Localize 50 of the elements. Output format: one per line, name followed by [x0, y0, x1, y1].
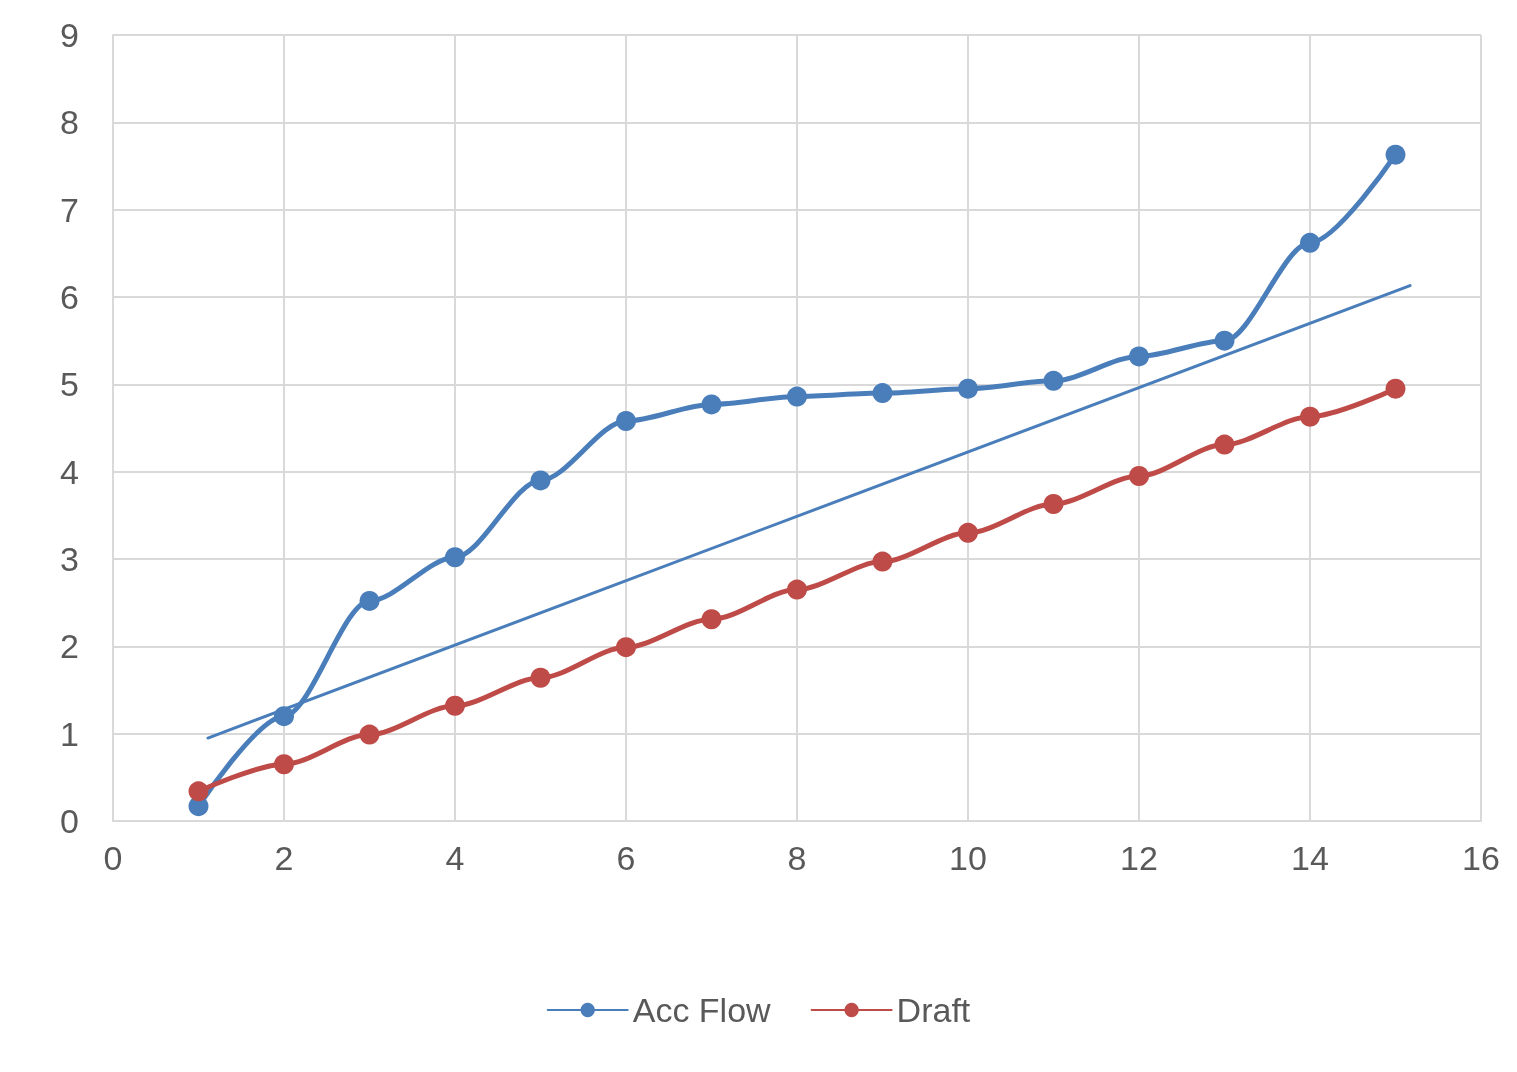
x-tick-label: 14 — [1291, 839, 1329, 877]
point — [701, 609, 722, 630]
legend-label: Acc Flow — [632, 991, 772, 1029]
point — [1385, 378, 1406, 399]
point — [530, 667, 551, 688]
y-tick-label: 3 — [60, 540, 79, 578]
point — [274, 754, 294, 775]
point — [958, 378, 978, 399]
y-tick-label: 9 — [60, 16, 79, 54]
point — [274, 706, 294, 727]
point — [1129, 346, 1149, 367]
x-tick-label: 2 — [274, 839, 294, 877]
y-tick-label: 6 — [60, 278, 79, 316]
y-tick-label: 8 — [60, 103, 79, 142]
x-tick-label: 10 — [949, 839, 987, 877]
point — [1385, 144, 1406, 165]
point — [445, 695, 465, 716]
point — [359, 724, 380, 745]
x-tick-label: 0 — [103, 839, 123, 877]
x-tick-label: 8 — [787, 839, 807, 877]
point — [359, 590, 380, 611]
point — [1043, 493, 1064, 514]
point — [616, 637, 636, 658]
y-tick-label: 4 — [60, 452, 79, 491]
point — [445, 547, 465, 568]
point — [872, 383, 893, 404]
point — [616, 411, 636, 432]
y-tick-label: 2 — [60, 627, 79, 666]
point — [958, 522, 978, 543]
point — [787, 386, 807, 407]
point — [530, 470, 551, 491]
y-tick-label: 1 — [60, 714, 79, 753]
y-tick-label: 0 — [60, 802, 79, 840]
point — [1129, 466, 1149, 487]
point — [787, 579, 807, 600]
point — [872, 551, 893, 572]
y-tick-label: 5 — [60, 365, 79, 404]
point — [1300, 232, 1320, 253]
point — [701, 394, 722, 415]
point — [188, 781, 209, 802]
point — [1300, 406, 1320, 427]
y-tick-label: 7 — [60, 190, 79, 229]
x-tick-label: 4 — [445, 839, 465, 877]
x-tick-label: 12 — [1120, 839, 1158, 877]
legend-label: Draft — [896, 991, 971, 1029]
x-tick-label: 16 — [1462, 839, 1500, 877]
point — [1214, 434, 1235, 455]
point — [1043, 370, 1064, 391]
point — [1214, 330, 1235, 351]
x-tick-label: 6 — [616, 839, 636, 877]
